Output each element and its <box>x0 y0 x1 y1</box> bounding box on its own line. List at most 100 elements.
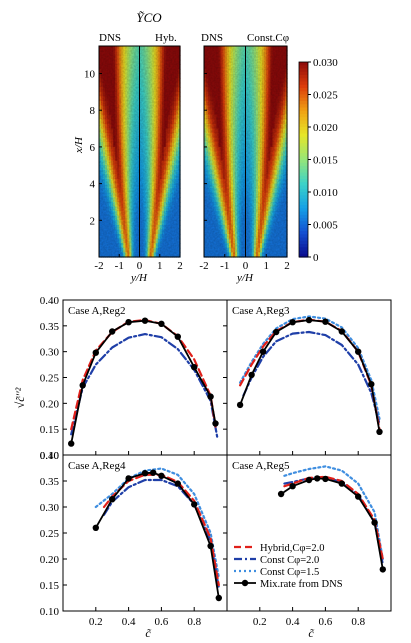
colorbar-segment <box>299 250 308 255</box>
colorbar-segment <box>299 188 308 193</box>
colorbar-segment <box>299 140 308 144</box>
colorbar-segment <box>299 172 308 177</box>
heatmap-panel-hybrid <box>98 45 181 258</box>
line-ytick-label: 0.40 <box>40 295 60 307</box>
colorbar-segment <box>299 227 308 232</box>
line-ytick-label: 0.35 <box>40 321 60 333</box>
series-line <box>94 467 220 579</box>
heatmap-panel-left-label-hybrid: DNS <box>99 32 121 44</box>
line-panel-title: Case A,Reg5 <box>232 460 290 472</box>
line-xtick-label: 0.2 <box>253 616 267 628</box>
colorbar-segment <box>299 240 308 245</box>
line-xtick-label: 0.2 <box>89 616 103 628</box>
colorbar-segment <box>299 71 308 76</box>
series-point <box>338 328 345 335</box>
colorbar-segment <box>299 75 308 79</box>
legend-marker <box>241 579 249 587</box>
series-point <box>305 316 313 324</box>
colorbar-segment <box>299 208 308 213</box>
colorbar-segment <box>299 62 308 66</box>
series-point <box>207 393 214 400</box>
colorbar-segment <box>299 104 308 109</box>
colorbar-tick-label: 0.025 <box>313 90 338 102</box>
heatmap-panel-right-label-const: Const.Cφ <box>247 32 289 44</box>
line-ytick-label: 0.30 <box>40 347 60 359</box>
colorbar-tick-label: 0.030 <box>313 57 338 69</box>
colorbar-segment <box>299 153 308 157</box>
colorbar-segment <box>299 117 308 122</box>
line-panel-title: Case A,Reg2 <box>68 305 125 317</box>
legend-label: Mix.rate from DNS <box>260 579 343 590</box>
heatmap-ytick-label: 6 <box>90 142 96 154</box>
series-point <box>207 542 214 550</box>
line-ytick-label: 0.20 <box>40 398 60 410</box>
series-point <box>236 401 244 409</box>
series-point <box>322 318 329 325</box>
colorbar-tick-label: 0.015 <box>313 155 338 167</box>
heatmap-xlabel-left: y/H <box>130 272 148 284</box>
colorbar-segment <box>299 221 308 226</box>
line-xtick-label: 0.6 <box>319 616 333 628</box>
line-ytick-label: 0.10 <box>40 606 60 618</box>
line-xtick-label: 0.4 <box>286 616 300 628</box>
series-point <box>371 519 378 526</box>
colorbar-segment <box>299 244 308 248</box>
heatmap-ytick-label: 10 <box>84 69 96 81</box>
heatmap-ytick-label: 8 <box>90 105 96 117</box>
colorbar-segment <box>299 84 308 89</box>
colorbar-segment <box>299 185 308 190</box>
colorbar-segment <box>299 211 308 216</box>
heatmap-panel-right-label-hybrid: Hyb. <box>155 32 177 44</box>
legend-label: Const Cφ=1.5 <box>260 567 319 578</box>
heatmap-xtick-label: -2 <box>94 260 103 272</box>
series-point <box>259 348 267 355</box>
series-line <box>283 465 384 561</box>
heatmap-xtick-label: -1 <box>220 260 229 272</box>
line-xtick-label: 0.8 <box>187 616 201 628</box>
series-line <box>102 473 220 587</box>
colorbar-segment <box>299 143 308 148</box>
colorbar-segment <box>299 175 308 180</box>
colorbar-segment <box>299 218 308 222</box>
colorbar-segment <box>299 149 308 154</box>
colorbar-segment <box>299 192 308 196</box>
series-point <box>174 333 181 340</box>
series-point <box>289 319 296 326</box>
series-point <box>92 524 100 531</box>
series-point <box>277 490 285 498</box>
colorbar-segment <box>299 88 308 92</box>
line-panel: Case A,Reg5 <box>232 460 386 573</box>
series-point <box>125 475 132 482</box>
series-point <box>79 382 86 389</box>
line-ytick-label: 0.40 <box>40 450 60 462</box>
colorbar-segment <box>299 201 308 206</box>
colorbar-segment <box>299 110 308 115</box>
heatmap-panel-left-label-const: DNS <box>201 32 223 44</box>
colorbar-tick-label: 0.010 <box>313 187 338 199</box>
colorbar-segment <box>299 162 308 167</box>
colorbar-tick-label: 0.005 <box>313 220 338 232</box>
series-line <box>94 471 220 599</box>
series-point <box>150 469 157 476</box>
series-point <box>109 496 116 503</box>
series-point <box>338 480 345 487</box>
line-xtick-label: 0.6 <box>155 616 169 628</box>
line-ylabel: √c̃′′² <box>13 387 27 408</box>
series-point <box>212 420 219 427</box>
heatmap-colorbar: 0 0.005 0.010 0.015 0.020 0.025 0.030 <box>298 57 338 264</box>
series-point <box>215 594 222 602</box>
legend-label: Hybrid,Cφ=2.0 <box>260 543 324 554</box>
series-point <box>305 476 313 484</box>
colorbar-segment <box>299 65 308 70</box>
line-xtick-label: 0.4 <box>122 616 136 628</box>
series-point <box>314 475 321 482</box>
series-point <box>191 501 198 508</box>
series-point <box>109 328 116 335</box>
legend-label: Const Cφ=2.0 <box>260 555 319 566</box>
heatmap-xtick-label: 2 <box>177 260 183 272</box>
colorbar-segment <box>299 166 308 170</box>
colorbar-segment <box>299 182 308 187</box>
colorbar-segment <box>299 224 308 229</box>
